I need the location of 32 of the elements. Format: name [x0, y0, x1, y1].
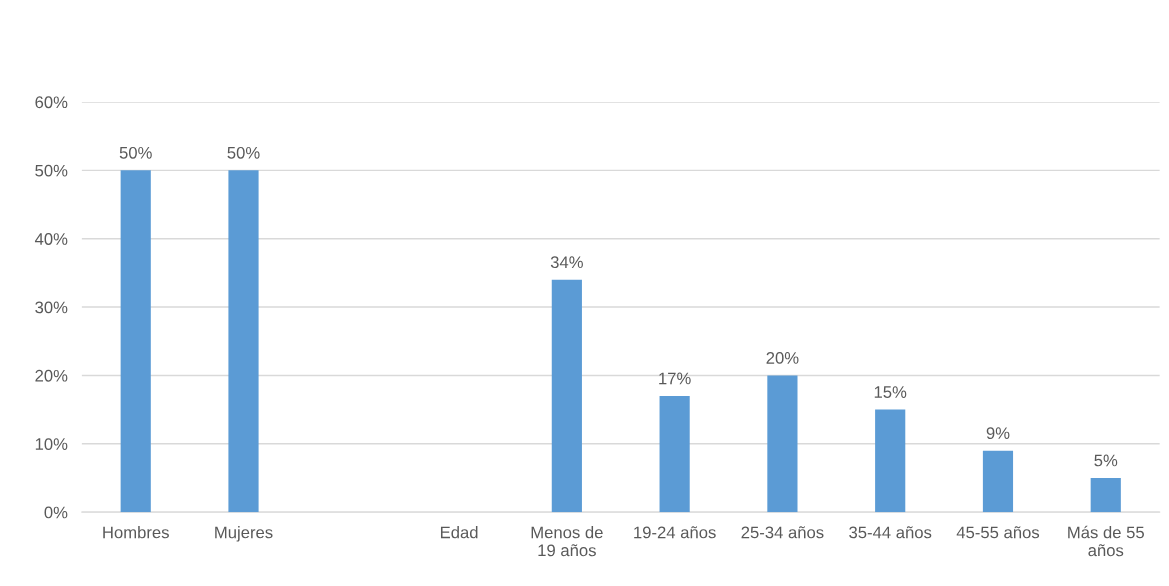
bar: [120, 170, 151, 513]
y-tick-label: 0%: [44, 506, 68, 519]
y-tick-label: 50%: [35, 164, 68, 177]
x-tick-label: 25-34 años: [741, 526, 824, 539]
data-label: 34%: [550, 256, 583, 269]
data-label: 17%: [659, 372, 691, 385]
x-tick-label: Menos de 19 años: [531, 526, 603, 557]
bar: [982, 450, 1014, 513]
y-tick-label: 30%: [35, 301, 68, 314]
x-tick-label: 35-44 años: [849, 526, 932, 539]
data-label: 9%: [986, 427, 1010, 440]
bar: [659, 395, 690, 513]
x-tick-label: 19-24 años: [634, 526, 716, 539]
bar: [551, 279, 582, 513]
y-tick-label: 10%: [35, 438, 68, 450]
x-tick-label: Hombres: [103, 526, 169, 539]
bar: [1090, 477, 1121, 513]
x-tick-label: 45-55 años: [956, 526, 1040, 539]
y-tick-label: 60%: [35, 96, 68, 109]
data-label: 15%: [874, 386, 907, 398]
data-label: 50%: [227, 146, 260, 159]
bar: [875, 409, 906, 513]
x-tick-label: Edad: [440, 526, 478, 539]
y-tick-label: 20%: [35, 369, 68, 382]
x-tick-label: Mujeres: [215, 526, 273, 542]
data-label: 5%: [1094, 454, 1118, 467]
data-label: 20%: [766, 352, 799, 364]
x-tick-label: Más de 55 años: [1068, 525, 1144, 557]
bar: [767, 375, 798, 513]
bar: [228, 170, 259, 513]
data-label: 50%: [119, 146, 152, 159]
y-tick-label: 40%: [34, 233, 68, 245]
